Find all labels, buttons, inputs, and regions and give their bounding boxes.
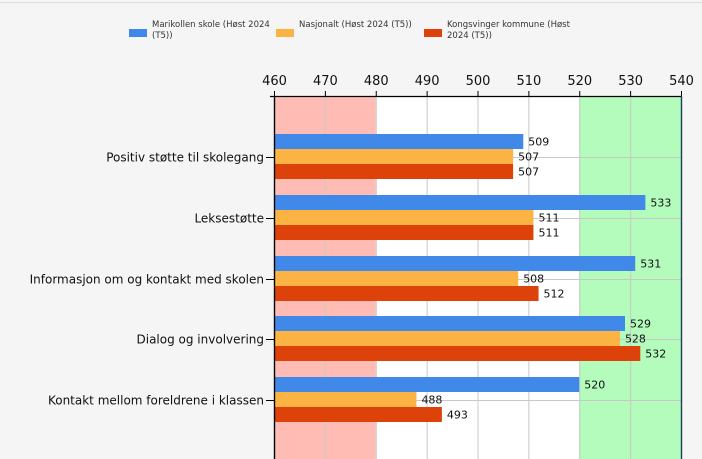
- value-label: 508: [523, 273, 544, 286]
- bars: [274, 134, 646, 422]
- category-label: Positiv støtte til skolegang: [106, 151, 264, 165]
- legend-label-line: Marikollen skole (Høst 2024: [152, 20, 270, 30]
- legend-label-marikollen: Marikollen skole (Høst 2024 (T5)): [152, 20, 270, 42]
- bar: [274, 377, 580, 392]
- bar: [274, 407, 442, 422]
- category-label: Informasjon om og kontakt med skolen: [30, 273, 264, 287]
- legend-label-kongsvinger: Kongsvinger kommune (Høst 2024 (T5)): [447, 20, 570, 42]
- legend-item-nasjonalt[interactable]: Nasjonalt (Høst 2024 (T5)): [276, 20, 412, 37]
- category-label: Kontakt mellom foreldrene i klassen: [48, 394, 264, 408]
- bar: [274, 225, 534, 240]
- category-label: Dialog og involvering: [137, 333, 265, 347]
- bar: [274, 164, 514, 179]
- legend-swatch-marikollen: [129, 29, 147, 37]
- x-tick-label: 530: [618, 74, 643, 89]
- value-label: 511: [538, 227, 559, 240]
- top-border: [0, 2, 702, 3]
- legend-item-kongsvinger[interactable]: Kongsvinger kommune (Høst 2024 (T5)): [424, 20, 570, 42]
- bar: [274, 286, 539, 301]
- bar: [274, 256, 636, 271]
- x-tick-label: 510: [516, 74, 541, 89]
- x-axis-ticks: 460 470 480 490 500 510 520 530 540: [262, 74, 694, 96]
- x-tick-label: 460: [262, 74, 287, 89]
- category-labels: Positiv støtte til skolegang Leksestøtte I…: [30, 151, 274, 408]
- value-label: 532: [645, 348, 666, 361]
- value-label: 509: [528, 136, 549, 149]
- bar: [274, 134, 524, 149]
- value-label: 493: [447, 409, 468, 422]
- value-label: 520: [584, 379, 605, 392]
- bar: [274, 346, 641, 361]
- bar: [274, 195, 646, 210]
- bar: [274, 392, 417, 407]
- chart-legend: Marikollen skole (Høst 2024 (T5)) Nasjon…: [0, 20, 702, 50]
- legend-label-line: Kongsvinger kommune (Høst: [447, 20, 570, 30]
- x-tick-label: 540: [669, 74, 694, 89]
- value-label: 528: [625, 333, 646, 346]
- value-label: 511: [538, 212, 559, 225]
- legend-swatch-kongsvinger: [424, 29, 442, 37]
- legend-swatch-nasjonalt: [276, 29, 294, 37]
- axes: [270, 95, 683, 459]
- bar: [274, 271, 519, 286]
- category-label: Leksestøtte: [194, 212, 264, 226]
- bar: [274, 316, 626, 331]
- x-tick-label: 520: [567, 74, 592, 89]
- bar: [274, 149, 514, 164]
- x-tick-label: 500: [466, 74, 491, 89]
- legend-item-marikollen[interactable]: Marikollen skole (Høst 2024 (T5)): [129, 20, 270, 42]
- value-label: 507: [518, 166, 539, 179]
- value-label: 512: [544, 288, 565, 301]
- x-tick-label: 490: [415, 74, 440, 89]
- x-tick-label: 470: [313, 74, 338, 89]
- bar: [274, 210, 534, 225]
- value-label: 507: [518, 151, 539, 164]
- value-label: 531: [640, 258, 661, 271]
- legend-label-line: 2024 (T5)): [447, 31, 492, 41]
- bar: [274, 331, 620, 346]
- value-label: 488: [421, 394, 442, 407]
- legend-label-line: (T5)): [152, 31, 173, 41]
- value-label: 533: [650, 197, 671, 210]
- legend-label-line: Nasjonalt (Høst 2024 (T5)): [299, 20, 412, 30]
- x-tick-label: 480: [364, 74, 389, 89]
- legend-label-nasjonalt: Nasjonalt (Høst 2024 (T5)): [299, 20, 412, 31]
- value-label: 529: [630, 318, 651, 331]
